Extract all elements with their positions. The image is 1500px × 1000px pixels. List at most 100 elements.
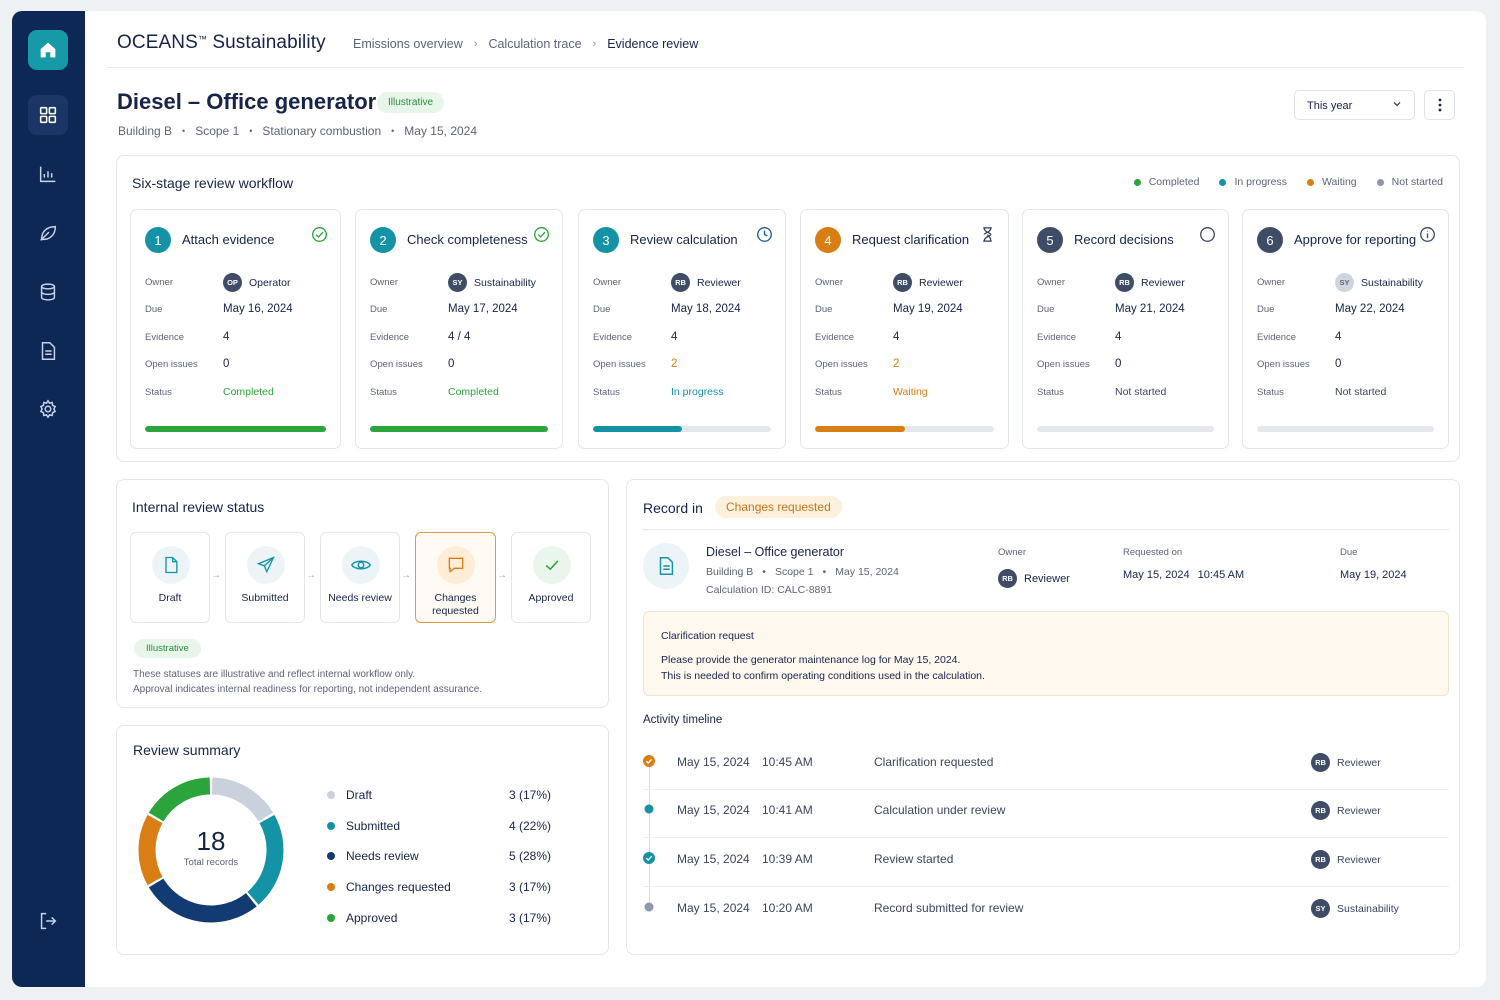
nav-analytics[interactable] bbox=[28, 154, 68, 194]
stage-open-issues: 2 bbox=[671, 358, 678, 370]
due-label: Due bbox=[370, 303, 388, 315]
period-select[interactable]: This year bbox=[1294, 90, 1415, 120]
nav-logout[interactable] bbox=[28, 901, 68, 941]
due-label: Due bbox=[1037, 303, 1055, 315]
nav-settings[interactable] bbox=[28, 389, 68, 429]
timeline-marker bbox=[643, 755, 655, 767]
stage-name: Check completeness bbox=[407, 232, 528, 247]
status-step-submitted[interactable]: Submitted bbox=[225, 532, 305, 623]
stage-owner: RB Reviewer bbox=[671, 273, 741, 292]
arrow-right-icon: → bbox=[306, 570, 316, 581]
summary-value: 3 (17%) bbox=[509, 788, 552, 802]
stage-progress-bar bbox=[370, 426, 548, 432]
timeline-actor: SY Sustainability bbox=[1311, 899, 1399, 918]
summary-value: 3 (17%) bbox=[509, 880, 552, 894]
stage-owner: SY Sustainability bbox=[448, 273, 536, 292]
record-icon bbox=[643, 543, 689, 589]
stage-name: Request clarification bbox=[852, 232, 970, 247]
nav-dashboard[interactable] bbox=[28, 95, 68, 135]
timeline-entry: May 15, 2024 10:39 AM Review started RB Revi… bbox=[643, 839, 1449, 887]
timeline-time: 10:45 AM bbox=[762, 755, 813, 769]
stage-evidence: 4 bbox=[893, 331, 900, 343]
total-records-label: Total records bbox=[183, 857, 239, 868]
status-step-label: Needs review bbox=[328, 592, 392, 604]
illustrative-badge: Illustrative bbox=[377, 92, 445, 113]
workflow-panel: Six-stage review workflow Completed In p… bbox=[116, 155, 1460, 462]
timeline-time: 10:20 AM bbox=[762, 901, 813, 915]
review-summary-title: Review summary bbox=[133, 742, 241, 758]
timeline-actor: RB Reviewer bbox=[1311, 753, 1381, 772]
donut-slice-submitted bbox=[247, 814, 284, 905]
stage-name: Attach evidence bbox=[182, 232, 275, 247]
stage-owner: RB Reviewer bbox=[1115, 273, 1185, 292]
record-status-badge: Changes requested bbox=[715, 496, 842, 518]
status-step-approved[interactable]: Approved bbox=[511, 532, 591, 623]
status-label: Status bbox=[815, 386, 842, 398]
record-panel: Record in Changes requested Diesel – Off… bbox=[626, 479, 1460, 955]
stage-status: In progress bbox=[671, 386, 724, 398]
page-meta: Building B • Scope 1 • Stationary combusti… bbox=[118, 124, 478, 138]
stage-card-3[interactable]: 3 Review calculation Owner RB Reviewer Due May… bbox=[578, 209, 786, 449]
brand-title: OCEANS™ Sustainability bbox=[117, 32, 326, 53]
meta-building: Building B bbox=[118, 124, 173, 138]
more-vertical-icon bbox=[1438, 98, 1441, 112]
nav-reports[interactable] bbox=[28, 331, 68, 371]
summary-row: Submitted 4 (22%) bbox=[327, 819, 557, 833]
stage-status-icon bbox=[311, 226, 328, 243]
nav-home[interactable] bbox=[28, 30, 68, 70]
hourglass-icon bbox=[983, 227, 992, 242]
status-step-needs-review[interactable]: Needs review bbox=[320, 532, 400, 623]
owner-label: Owner bbox=[593, 277, 621, 288]
stage-due: May 22, 2024 bbox=[1335, 303, 1405, 315]
evidence-label: Evidence bbox=[593, 331, 633, 343]
stage-card-2[interactable]: 2 Check completeness Owner SY Sustainability… bbox=[355, 209, 563, 449]
stage-card-6[interactable]: 6 Approve for reporting Owner SY Sustainabil… bbox=[1242, 209, 1449, 449]
workflow-legend: Completed In progress Waiting Not starte… bbox=[1114, 176, 1443, 188]
stage-status-icon bbox=[533, 226, 550, 243]
stage-status-icon bbox=[1419, 226, 1436, 243]
page-title: Diesel – Office generator bbox=[117, 89, 377, 114]
arrow-right-icon: → bbox=[497, 570, 507, 581]
avatar: SY bbox=[1335, 273, 1354, 292]
breadcrumb: Emissions overview › Calculation trace ›… bbox=[353, 37, 698, 51]
more-options-button[interactable] bbox=[1424, 90, 1455, 120]
timeline-time: 10:39 AM bbox=[762, 852, 813, 866]
stage-card-5[interactable]: 5 Record decisions Owner RB Reviewer Due May 2… bbox=[1022, 209, 1229, 449]
meta-scope: Scope 1 bbox=[195, 124, 240, 138]
stage-due: May 21, 2024 bbox=[1115, 303, 1185, 315]
review-donut-chart bbox=[138, 777, 284, 923]
summary-label: Needs review bbox=[346, 849, 419, 863]
owner-label: Owner bbox=[815, 277, 843, 288]
stage-card-4[interactable]: 4 Request clarification Owner RB Reviewer Due… bbox=[800, 209, 1009, 449]
timeline-entry: May 15, 2024 10:20 AM Record submitted for… bbox=[643, 888, 1449, 936]
timeline-event: Review started bbox=[874, 852, 954, 866]
period-select-value: This year bbox=[1307, 100, 1353, 112]
send-icon bbox=[256, 556, 275, 574]
evidence-label: Evidence bbox=[370, 331, 410, 343]
timeline-event: Calculation under review bbox=[874, 803, 1006, 817]
evidence-label: Evidence bbox=[145, 331, 185, 343]
stage-number: 4 bbox=[815, 227, 841, 253]
summary-row: Changes requested 3 (17%) bbox=[327, 880, 557, 894]
avatar: RB bbox=[998, 569, 1017, 588]
timeline-entry: May 15, 2024 10:45 AM Clarification reques… bbox=[643, 742, 1449, 790]
nav-sustainability[interactable] bbox=[28, 213, 68, 253]
status-step-draft[interactable]: Draft bbox=[130, 532, 210, 623]
eye-icon bbox=[350, 560, 372, 570]
nav-data[interactable] bbox=[28, 272, 68, 312]
workflow-title: Six-stage review workflow bbox=[132, 175, 294, 191]
check-circle-icon bbox=[643, 755, 655, 767]
legend-dot bbox=[327, 883, 335, 891]
owner-label: Owner bbox=[145, 277, 173, 288]
open-issues-label: Open issues bbox=[370, 358, 423, 370]
status-step-label: Approved bbox=[528, 592, 574, 604]
stage-card-1[interactable]: 1 Attach evidence Owner OP Operator Due May 16… bbox=[130, 209, 341, 449]
stage-status-icon bbox=[1199, 226, 1216, 243]
summary-label: Draft bbox=[346, 788, 373, 802]
arrow-right-icon: → bbox=[211, 570, 221, 581]
breadcrumb-emissions-overview[interactable]: Emissions overview bbox=[353, 37, 463, 51]
due-label: Due bbox=[145, 303, 163, 315]
breadcrumb-calculation-trace[interactable]: Calculation trace bbox=[488, 37, 582, 51]
status-step-changes-requested[interactable]: Changes requested bbox=[415, 532, 496, 623]
internal-review-note: These statuses are illustrative and refl… bbox=[133, 669, 483, 695]
